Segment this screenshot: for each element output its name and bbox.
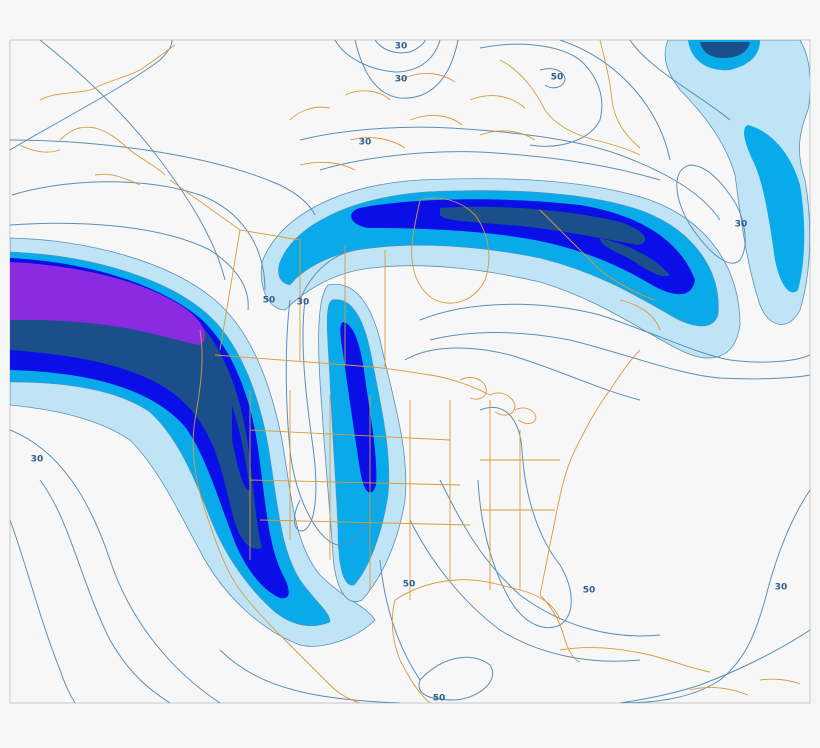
contour-label: 30	[297, 298, 310, 308]
jet-band-medium-atlantic-2	[744, 125, 805, 293]
contour-label: 50	[551, 73, 564, 83]
coastline-greenland	[499, 40, 641, 156]
contour-line	[39, 40, 226, 281]
atlantic-jet-streak	[664, 40, 810, 325]
province-lines	[169, 179, 386, 368]
contour-label: 30	[359, 138, 372, 148]
coastlines-and-borders	[19, 40, 801, 703]
contour-line	[439, 479, 661, 637]
coastline-arctic-islands	[289, 73, 536, 171]
coastline-caribbean	[559, 647, 801, 696]
contour-line	[419, 303, 810, 363]
contour-line	[418, 656, 493, 701]
coastline-mexico-west	[284, 639, 361, 703]
coastline-labrador	[539, 209, 661, 331]
contour-line	[299, 249, 356, 301]
contour-line	[319, 151, 661, 181]
isotach-contours	[10, 40, 810, 703]
jet-band-navy-inner	[232, 405, 250, 491]
contour-line	[619, 489, 810, 703]
state-lines	[249, 390, 560, 600]
contour-label: 50	[433, 694, 446, 704]
contour-line	[294, 299, 317, 532]
contour-label: 30	[395, 42, 408, 52]
contour-line	[374, 40, 426, 54]
contour-line	[379, 559, 421, 681]
border-us-canada	[214, 354, 491, 396]
contour-label: 30	[775, 583, 788, 593]
coastline-florida	[539, 594, 581, 663]
contour-line	[10, 519, 76, 703]
contour-line	[629, 40, 731, 121]
contour-line	[10, 40, 173, 151]
contour-line	[409, 519, 641, 662]
coastline-us-west	[192, 329, 286, 641]
contour-label: 30	[735, 220, 748, 230]
great-lakes	[459, 377, 537, 424]
contour-line	[219, 649, 401, 703]
jet-band-dark-blue-plains	[340, 322, 377, 493]
contour-line	[11, 181, 266, 291]
contour-label: 50	[263, 296, 276, 306]
arctic-jet-streak	[260, 178, 741, 359]
contour-line	[10, 222, 249, 311]
coastline-alaska	[19, 44, 176, 186]
contour-labels: 30 30 50 30 30 50 30 30 50 50 30 50	[31, 42, 788, 704]
contour-line	[429, 332, 810, 380]
contour-label: 30	[31, 455, 44, 465]
contour-line	[559, 40, 671, 161]
contour-line	[354, 40, 459, 99]
contour-line	[477, 406, 572, 629]
jet-band-purple	[10, 262, 206, 345]
contour-label: 50	[583, 586, 596, 596]
contour-line	[334, 40, 441, 73]
contour-line	[299, 126, 721, 221]
jet-band-light-atlantic	[664, 40, 810, 325]
contour-label: 30	[395, 75, 408, 85]
contour-line	[619, 629, 810, 703]
coastline-hudson-bay	[411, 197, 490, 304]
contour-line	[10, 139, 316, 216]
contour-line	[285, 299, 381, 546]
contour-line	[479, 43, 603, 147]
contour-label: 50	[403, 580, 416, 590]
contour-line	[539, 68, 566, 89]
contour-line	[10, 429, 221, 703]
coastline-us-east	[539, 349, 641, 596]
jet-band-navy-arctic	[440, 206, 646, 245]
coastline-gulf	[391, 579, 561, 703]
contour-line	[404, 347, 641, 401]
jet-band-navy-arctic-2	[600, 238, 670, 277]
jet-band-navy-atlantic	[700, 42, 750, 58]
contour-line	[676, 164, 746, 264]
contour-line	[39, 479, 171, 703]
